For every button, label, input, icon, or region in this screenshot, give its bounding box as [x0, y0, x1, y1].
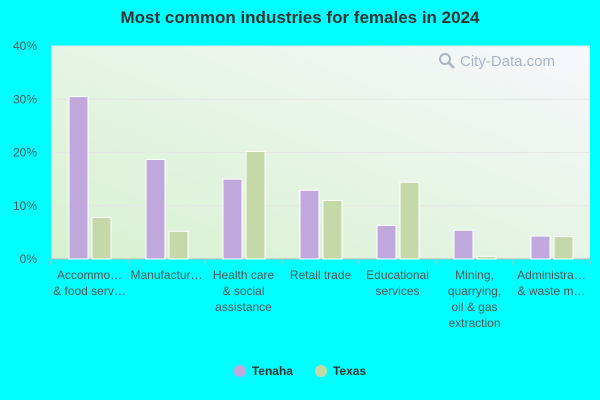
bar-texas [399, 181, 420, 260]
y-tick-label: 20% [13, 146, 37, 160]
x-tick-label-line: & waste m… [517, 284, 585, 298]
y-tick-label: 0% [20, 252, 38, 266]
x-tick-label-line: Mining, [455, 268, 494, 282]
bar-texas [476, 255, 497, 260]
bar-tenaha [376, 224, 397, 260]
legend: Tenaha Texas [0, 364, 600, 378]
bar-tenaha [145, 158, 166, 260]
x-tick-label-line: Educational [366, 268, 429, 282]
legend-label-tenaha: Tenaha [251, 364, 293, 378]
y-tick-label: 10% [13, 199, 37, 213]
bar-tenaha [68, 96, 89, 260]
x-tick-label: Accommo… & food serv… [53, 268, 126, 298]
x-tick-label-line: Administra… [517, 268, 586, 282]
x-tick-label: Administra… & waste m… [517, 268, 586, 298]
bar-texas [553, 236, 574, 260]
x-tick-label-line: Manufactur… [130, 268, 202, 282]
bar-texas [91, 216, 112, 260]
bar-tenaha [299, 189, 320, 260]
bar-texas [168, 230, 189, 260]
legend-item-texas: Texas [314, 364, 367, 378]
x-tick-label-line: & food serv… [53, 284, 126, 298]
watermark: City-Data.com [438, 52, 555, 70]
x-tick-label-line: quarrying, [448, 284, 501, 298]
x-tick-label: Mining, quarrying, oil & gas extraction [448, 268, 501, 330]
x-tick-label: Retail trade [290, 268, 352, 282]
x-tick-label: Educational services [366, 268, 429, 298]
y-tick-label: 40% [13, 39, 37, 53]
legend-item-tenaha: Tenaha [233, 364, 293, 378]
magnifier-icon [439, 53, 455, 69]
legend-label-texas: Texas [332, 364, 367, 378]
x-tick-label-line: Health care [213, 268, 275, 282]
x-tick-label-line: Retail trade [290, 268, 352, 282]
x-tick-label-line: services [375, 284, 419, 298]
x-tick-label-line: Accommo… [57, 268, 122, 282]
bar-tenaha [530, 235, 551, 260]
watermark-text: City-Data.com [460, 52, 556, 70]
legend-swatch-texas [314, 365, 327, 377]
x-tick-label-line: assistance [215, 300, 272, 314]
x-tick-label-line: oil & gas [451, 300, 497, 314]
bar-tenaha [222, 178, 243, 260]
x-tick-label-line: extraction [448, 316, 500, 330]
bar-tenaha [453, 229, 474, 260]
bar-texas [322, 199, 343, 260]
x-tick-label: Health care & social assistance [213, 268, 275, 314]
bar-texas [245, 150, 266, 260]
x-tick-label: Manufactur… [130, 268, 202, 282]
chart-title: Most common industries for females in 20… [120, 8, 480, 27]
x-tick-label-line: & social [222, 284, 264, 298]
legend-swatch-tenaha [233, 365, 246, 377]
y-tick-label: 30% [13, 92, 37, 106]
